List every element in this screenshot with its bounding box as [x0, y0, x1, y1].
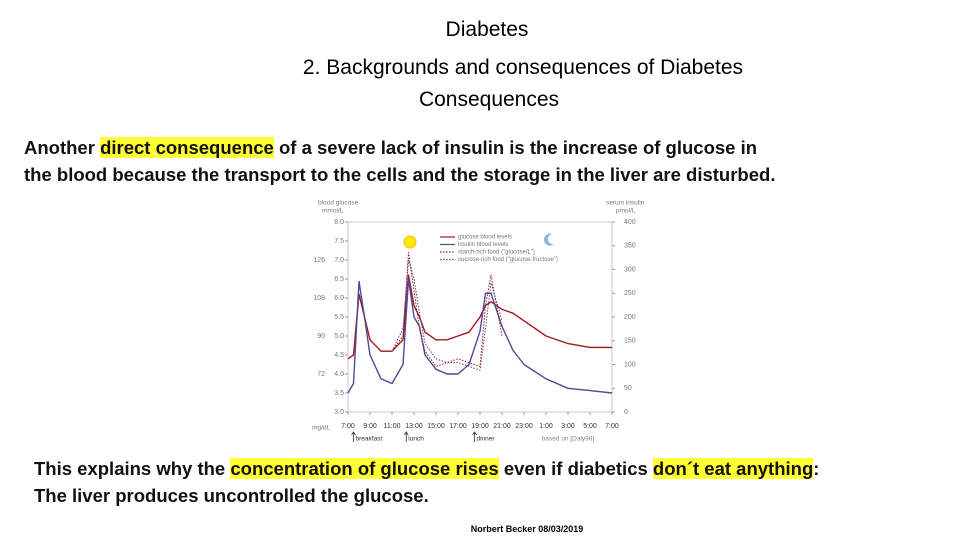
y-axis-label: blood glucose — [318, 200, 358, 207]
y2-axis-unit: pmol/L — [616, 208, 636, 215]
x-tick-label: 11:00 — [384, 423, 401, 430]
y-alt-tick-label: 90 — [317, 333, 325, 340]
text: The liver produces uncontrolled the gluc… — [34, 485, 429, 506]
y-tick-label: 5.0 — [334, 333, 344, 340]
text: even if diabetics — [498, 458, 653, 479]
chart-background — [310, 198, 660, 446]
text-line: The liver produces uncontrolled the gluc… — [34, 482, 819, 509]
y-tick-label: 5.5 — [334, 314, 344, 321]
legend-label: glucose blood levels — [458, 235, 512, 241]
data-line — [347, 274, 612, 360]
y-tick-label: 3.5 — [334, 390, 344, 397]
y2-tick-label: 250 — [624, 290, 636, 297]
y-tick-label: 6.0 — [334, 295, 344, 302]
y-alt-tick-label: 126 — [313, 257, 325, 264]
y2-tick-label: 400 — [624, 219, 636, 226]
data-line — [347, 278, 613, 394]
highlighted-text: direct consequence — [100, 137, 274, 158]
x-tick-label: 19:00 — [471, 423, 489, 430]
text-line: Another direct consequence of a severe l… — [24, 134, 775, 161]
text: of a severe lack of insulin is the incre… — [273, 137, 758, 158]
text: Another — [24, 137, 101, 158]
text: : — [813, 458, 820, 479]
data-line — [391, 251, 503, 367]
annotation: based on [Daly98] — [542, 436, 595, 443]
y2-tick-label: 0 — [624, 409, 628, 416]
y-tick-label: 8.0 — [334, 219, 344, 226]
y-tick-label: 7.5 — [334, 238, 344, 245]
title: Diabetes — [445, 18, 529, 41]
y2-tick-label: 100 — [624, 361, 636, 368]
x-tick-label: 17:00 — [449, 423, 467, 430]
sun-icon — [403, 235, 417, 249]
annotation: breakfast — [356, 436, 383, 443]
text: the blood because the transport to the c… — [24, 164, 776, 185]
text-line: This explains why the concentration of g… — [34, 455, 819, 482]
x-tick-label: 15:00 — [427, 423, 445, 430]
y-alt-unit: mg/dL — [312, 425, 330, 432]
meal-arrow — [403, 431, 409, 442]
footer: Norbert Becker 08/03/2019 — [470, 524, 584, 534]
legend-label: sucrose-rich food ("glucose-fructose") — [458, 257, 558, 263]
legend-label: starch-rich food ("glucose/L") — [458, 250, 535, 256]
x-tick-label: 7:00 — [341, 423, 355, 430]
meal-arrow — [351, 431, 356, 442]
y-alt-tick-label: 108 — [313, 295, 325, 302]
y-tick-label: 3.0 — [334, 409, 344, 416]
x-tick-label: 3:00 — [561, 423, 575, 430]
annotation: lunch — [408, 436, 424, 443]
plot-frame — [347, 221, 613, 413]
y-tick-label: 4.0 — [334, 371, 344, 378]
y2-tick-label: 50 — [624, 385, 632, 392]
y-tick-label: 4.5 — [334, 352, 344, 359]
y2-tick-label: 150 — [624, 338, 636, 345]
x-tick-label: 7:00 — [605, 423, 619, 430]
x-tick-label: 1:00 — [539, 423, 553, 430]
section-title: Consequences — [418, 88, 560, 111]
x-tick-label: 21:00 — [493, 423, 511, 430]
subtitle: 2. Backgrounds and consequences of Diabe… — [302, 56, 744, 79]
x-tick-label: 9:00 — [363, 423, 377, 430]
y2-tick-label: 200 — [624, 314, 636, 321]
y2-tick-label: 300 — [624, 266, 636, 273]
data-line — [391, 259, 503, 371]
highlighted-text: don´t eat anything — [652, 458, 814, 479]
legend-label: insulin blood levels — [458, 242, 508, 248]
y-alt-tick-label: 72 — [317, 371, 325, 378]
text: This explains why the — [34, 458, 231, 479]
paragraph: Another direct consequence of a severe l… — [24, 134, 775, 188]
x-tick-label: 23:00 — [515, 423, 533, 430]
y-tick-label: 6.5 — [334, 276, 344, 283]
y2-axis-label: serum insulin — [606, 200, 645, 207]
y-tick-label: 7.0 — [334, 257, 344, 264]
highlighted-text: concentration of glucose rises — [230, 458, 499, 479]
moon-icon — [543, 233, 554, 246]
x-tick-label: 5:00 — [583, 423, 597, 430]
y2-tick-label: 350 — [624, 243, 636, 250]
x-tick-label: 13:00 — [405, 423, 423, 430]
annotation: dinner — [477, 436, 496, 443]
paragraph: This explains why the concentration of g… — [34, 455, 819, 509]
meal-arrow — [472, 431, 477, 442]
text-line: the blood because the transport to the c… — [24, 161, 775, 188]
y-axis-unit: mmol/L — [322, 208, 344, 215]
